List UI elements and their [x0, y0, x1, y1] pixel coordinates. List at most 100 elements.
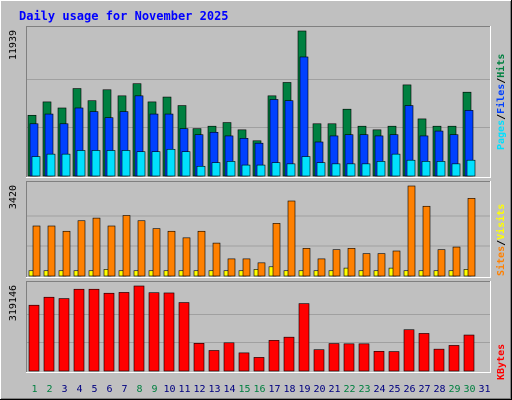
legend-item: Visits — [495, 204, 507, 240]
pages-bar — [226, 161, 236, 177]
kbytes-bar — [253, 357, 265, 372]
kbytes-bar — [343, 343, 355, 372]
kbytes-bar — [178, 302, 190, 372]
x-tick-label: 24 — [373, 384, 385, 395]
kbytes-bar — [163, 292, 175, 372]
kbytes-bar — [403, 329, 415, 372]
pages-bar — [361, 163, 371, 177]
sites-bar — [302, 248, 311, 277]
kbytes-bar — [298, 303, 310, 372]
legend-item: Sites — [495, 246, 507, 276]
x-tick-label: 9 — [151, 384, 157, 395]
sites-bar — [182, 237, 191, 277]
sites-bar — [362, 253, 371, 277]
sites-bar — [452, 246, 461, 277]
x-tick-label: 12 — [193, 384, 205, 395]
sites-bar — [377, 253, 386, 277]
pages-bar — [166, 148, 176, 177]
sites-bar — [47, 225, 56, 277]
legend-hits-files-pages: Pages/Files/Hits — [495, 54, 507, 150]
sites-bar — [287, 200, 296, 277]
x-tick-label: 5 — [91, 384, 97, 395]
x-tick-label: 26 — [403, 384, 415, 395]
legend-text: KBytes — [496, 344, 507, 380]
x-tick-label: 11 — [178, 384, 190, 395]
pages-bar — [106, 150, 116, 177]
x-tick-label: 13 — [208, 384, 220, 395]
legend-text: Sites/Visits — [495, 204, 507, 276]
sites-bar — [392, 250, 401, 277]
x-tick-label: 3 — [61, 384, 67, 395]
x-tick-label: 25 — [388, 384, 400, 395]
x-tick-label: 2 — [46, 384, 52, 395]
pages-bar — [46, 153, 56, 177]
sites-bar — [197, 230, 206, 277]
pages-bar — [301, 156, 311, 177]
legend-text: Pages/Files/Hits — [495, 54, 507, 150]
kbytes-bar — [208, 350, 220, 372]
kbytes-bar — [73, 288, 85, 372]
x-tick-label: 4 — [76, 384, 82, 395]
kbytes-bar — [238, 352, 250, 372]
sites-bar — [242, 258, 251, 277]
sites-bar — [227, 258, 236, 277]
sites-bar — [137, 220, 146, 277]
x-tick-label: 19 — [298, 384, 310, 395]
pages-bar — [391, 153, 401, 177]
x-tick-label: 6 — [106, 384, 112, 395]
x-tick-label: 14 — [223, 384, 235, 395]
pages-bar — [241, 164, 251, 177]
legend-visits-sites: Sites/Visits — [495, 204, 507, 276]
sites-bar — [107, 225, 116, 277]
kbytes-bar — [88, 288, 100, 372]
sites-bar — [32, 225, 41, 277]
kbytes-bar — [28, 304, 40, 372]
pages-bar — [211, 162, 221, 177]
sites-bar — [122, 215, 131, 277]
legend-item: Pages — [496, 120, 507, 150]
pages-bar — [121, 150, 131, 177]
sites-bar — [272, 223, 281, 277]
kbytes-bar — [373, 350, 385, 372]
kbytes-bar — [313, 349, 325, 372]
pages-bar — [466, 159, 476, 177]
sites-bar — [347, 248, 356, 277]
x-tick-label: 15 — [238, 384, 250, 395]
x-tick-label: 30 — [463, 384, 475, 395]
pages-bar — [151, 151, 161, 177]
sites-bar — [77, 220, 86, 277]
pages-bar — [421, 161, 431, 177]
pages-bar — [196, 165, 206, 177]
kbytes-bar — [433, 348, 445, 372]
kbytes-bar — [223, 342, 235, 372]
pages-bar — [76, 150, 86, 177]
x-tick-label: 23 — [358, 384, 370, 395]
ymax-label-hits-files-pages: 11939 — [8, 30, 19, 60]
x-tick-label: 17 — [268, 384, 280, 395]
pages-bar — [406, 159, 416, 177]
ymax-label-kbytes: 319146 — [8, 285, 19, 321]
pages-bar — [451, 163, 461, 177]
legend-kbytes: KBytes — [496, 344, 507, 380]
ymax-label-visits-sites: 3420 — [8, 185, 19, 209]
kbytes-bar — [58, 298, 70, 372]
pages-bar — [316, 162, 326, 177]
kbytes-bar — [43, 296, 55, 372]
kbytes-bar — [418, 333, 430, 372]
legend-item: KBytes — [496, 344, 507, 380]
pages-bar — [436, 161, 446, 177]
pages-bar — [136, 151, 146, 177]
x-tick-label: 16 — [253, 384, 265, 395]
sites-bar — [437, 249, 446, 277]
x-tick-label: 10 — [163, 384, 175, 395]
kbytes-bar — [103, 292, 115, 372]
x-tick-label: 29 — [448, 384, 460, 395]
pages-bar — [256, 164, 266, 177]
x-tick-label: 27 — [418, 384, 430, 395]
pages-bar — [31, 156, 41, 177]
pages-bar — [346, 163, 356, 177]
kbytes-bar — [283, 336, 295, 372]
sites-bar — [62, 230, 71, 277]
x-tick-label: 1 — [31, 384, 37, 395]
